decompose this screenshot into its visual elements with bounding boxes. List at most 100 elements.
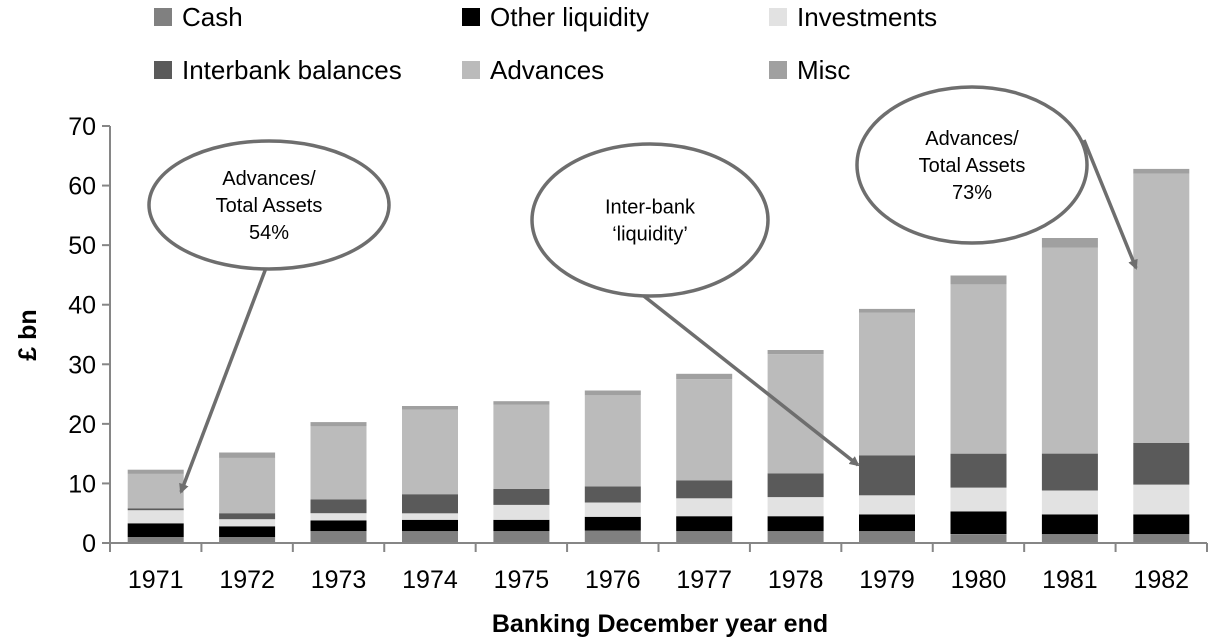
bar-misc-1975 <box>493 401 550 405</box>
bar-other-liquidity-1974 <box>402 519 458 532</box>
bar-other-liquidity-1978 <box>767 516 824 532</box>
bar-other-liquidity-1979 <box>859 514 915 532</box>
bar-investments-1982 <box>1133 484 1190 515</box>
bar-interbank-balances-1972 <box>219 513 276 520</box>
bar-misc-1981 <box>1041 238 1098 248</box>
bar-misc-1980 <box>950 275 1007 285</box>
callout-text-line: Total Assets <box>919 155 1026 177</box>
legend-item-misc: Misc <box>769 55 850 85</box>
legend-swatch <box>769 8 787 26</box>
bar-advances-1976 <box>584 395 641 487</box>
bar-cash-1971 <box>127 537 184 543</box>
y-tick-label: 50 <box>68 232 96 260</box>
x-tick-label: 1972 <box>219 566 275 594</box>
y-tick-label: 0 <box>82 530 96 558</box>
bar-other-liquidity-1971 <box>127 523 184 537</box>
x-axis-title: Banking December year end <box>492 610 828 638</box>
bar-cash-1974 <box>402 531 458 543</box>
bar-interbank-balances-1977 <box>676 480 733 499</box>
bar-advances-1977 <box>676 379 733 481</box>
callout-arrow <box>1082 139 1138 270</box>
legend-swatch <box>462 8 480 26</box>
x-tick-label: 1973 <box>311 566 367 594</box>
callout-text-line: Inter-bank <box>605 197 696 219</box>
x-tick-label: 1978 <box>768 566 824 594</box>
bar-cash-1982 <box>1133 534 1190 543</box>
bar-cash-1972 <box>219 537 276 543</box>
bar-cash-1975 <box>493 531 550 543</box>
bar-cash-1979 <box>859 531 915 543</box>
legend-swatch <box>154 61 172 79</box>
legend-swatch <box>769 61 787 79</box>
x-tick-label: 1980 <box>951 566 1007 594</box>
bar-cash-1981 <box>1041 534 1098 543</box>
y-tick-label: 40 <box>68 292 96 320</box>
bar-interbank-balances-1981 <box>1041 453 1098 491</box>
callout-1: Advances/Total Assets 54% <box>147 139 391 494</box>
y-tick-label: 30 <box>68 351 96 379</box>
y-tick-label: 70 <box>68 113 96 141</box>
legend-swatch <box>462 61 480 79</box>
bar-advances-1973 <box>310 426 367 500</box>
bar-cash-1976 <box>584 530 641 543</box>
bar-misc-1976 <box>584 390 641 396</box>
x-tick-label: 1975 <box>494 566 550 594</box>
bar-other-liquidity-1972 <box>219 526 276 537</box>
legend-label: Investments <box>797 2 937 32</box>
bar-misc-1982 <box>1133 168 1190 174</box>
callout-bubble <box>147 139 391 271</box>
bar-interbank-balances-1979 <box>859 455 915 496</box>
bar-other-liquidity-1976 <box>584 516 641 531</box>
bar-interbank-balances-1982 <box>1133 442 1190 485</box>
bar-interbank-balances-1980 <box>950 453 1007 488</box>
legend-item-investments: Investments <box>769 2 937 32</box>
legend-item-cash: Cash <box>154 2 243 32</box>
x-tick-label: 1971 <box>128 566 184 594</box>
legend: Cash Other liquidity Investments Interbank … <box>154 2 937 85</box>
bar-other-liquidity-1981 <box>1041 514 1098 535</box>
x-tick-label: 1977 <box>676 566 732 594</box>
bar-investments-1978 <box>767 497 824 517</box>
bar-advances-1979 <box>859 312 915 456</box>
bar-interbank-balances-1975 <box>493 488 550 505</box>
bar-investments-1975 <box>493 504 550 520</box>
legend-label: Advances <box>490 55 604 85</box>
callouts: Advances/Total Assets 54% Inter-bank ‘liqui… <box>147 85 1138 494</box>
callout-text-line: 73% <box>952 182 992 204</box>
bar-investments-1980 <box>950 487 1007 512</box>
bar-investments-1979 <box>859 495 915 515</box>
bar-investments-1973 <box>310 513 367 521</box>
legend-item-advances: Advances <box>462 55 604 85</box>
bar-cash-1973 <box>310 531 367 543</box>
bar-advances-1981 <box>1041 247 1098 454</box>
legend-swatch <box>154 8 172 26</box>
x-tick-label: 1982 <box>1133 566 1189 594</box>
callout-arrow <box>638 291 860 467</box>
bar-misc-1979 <box>859 308 915 313</box>
legend-label: Cash <box>182 2 243 32</box>
callout-text-line: 54% <box>249 222 289 244</box>
x-tick-label: 1976 <box>585 566 641 594</box>
bar-interbank-balances-1974 <box>402 494 458 514</box>
callout-text-line: Advances/ <box>925 128 1019 150</box>
bar-investments-1976 <box>584 502 641 517</box>
legend-item-other-liquidity: Other liquidity <box>462 2 649 32</box>
bar-misc-1974 <box>402 406 458 410</box>
bar-cash-1978 <box>767 531 824 543</box>
bar-interbank-balances-1973 <box>310 499 367 514</box>
y-axis-title: £ bn <box>14 309 42 360</box>
callout-arrow <box>179 267 268 494</box>
bar-other-liquidity-1975 <box>493 519 550 532</box>
y-tick-label: 10 <box>68 470 96 498</box>
axes: 0 10 20 30 40 50 60 70 1971 1972 1973 1974 1975 1976 1… <box>68 113 1208 594</box>
bar-other-liquidity-1973 <box>310 520 367 532</box>
bar-other-liquidity-1982 <box>1133 514 1190 535</box>
bar-investments-1971 <box>127 510 184 524</box>
bar-interbank-balances-1978 <box>767 473 824 498</box>
bar-advances-1972 <box>219 457 276 514</box>
bar-misc-1973 <box>310 422 367 427</box>
bar-advances-1975 <box>493 404 550 489</box>
bar-advances-1971 <box>127 473 184 509</box>
bar-misc-1978 <box>767 350 824 355</box>
